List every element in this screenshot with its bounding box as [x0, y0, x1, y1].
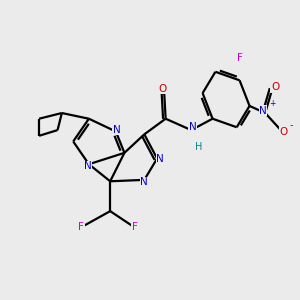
Text: +: +	[269, 99, 275, 108]
Text: O: O	[159, 84, 167, 94]
Text: F: F	[78, 222, 84, 232]
Text: O: O	[271, 82, 279, 92]
Text: H: H	[195, 142, 203, 152]
Text: N: N	[140, 177, 148, 187]
Text: O: O	[280, 127, 288, 136]
Text: N: N	[112, 124, 120, 134]
Text: F: F	[132, 222, 138, 232]
Text: N: N	[84, 161, 92, 172]
Text: N: N	[156, 154, 164, 164]
Text: N: N	[189, 122, 196, 132]
Text: -: -	[290, 120, 293, 130]
Text: F: F	[237, 52, 242, 63]
Text: N: N	[259, 106, 267, 116]
